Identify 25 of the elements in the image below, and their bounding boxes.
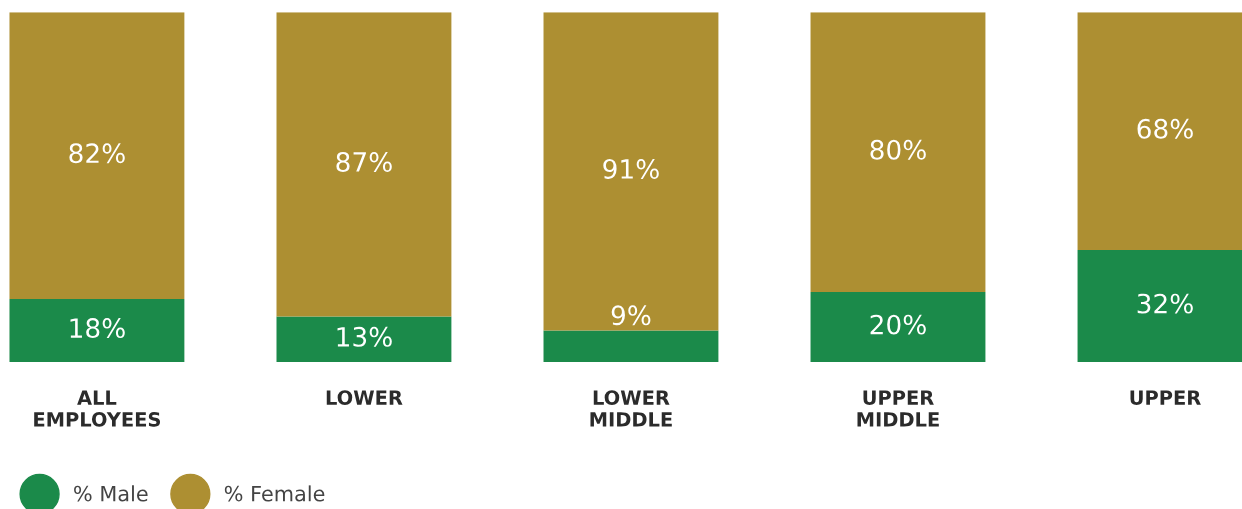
bar [543,12,719,331]
x-tick-label: UPPER MIDDLE [857,390,939,427]
data-label: 87% [336,152,392,172]
legend-label: % Male [74,485,148,502]
data-label: 13% [337,326,392,347]
bar [810,291,986,362]
bar [9,12,185,299]
bar [9,298,185,362]
x-tick-label: LOWER MIDDLE [590,390,672,427]
x-tick-label: ALL EMPLOYEES [34,390,161,427]
bar [543,330,719,362]
legend-label: % Female [224,485,325,502]
data-label: 9% [611,305,651,326]
data-label: 18% [70,318,125,339]
data-label: 20% [870,314,926,335]
data-label: 91% [603,159,659,179]
x-tick-label: UPPER [1130,390,1201,405]
data-label: 80% [870,139,926,160]
bar [276,12,452,317]
data-label: 82% [69,143,125,164]
bar [276,316,452,362]
x-tick-label: LOWER [326,390,403,405]
data-label: 68% [1137,118,1193,139]
data-label: 32% [1137,293,1193,314]
bar [810,12,986,292]
